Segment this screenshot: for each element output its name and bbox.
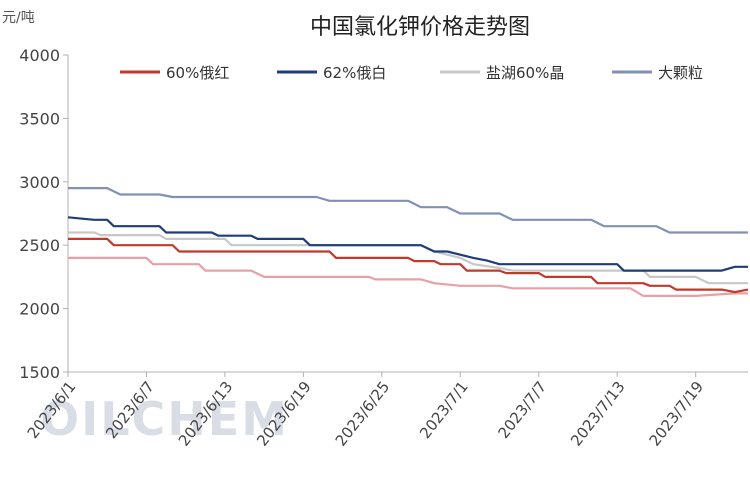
series-line-0 (68, 237, 749, 294)
legend-label: 大颗粒 (658, 64, 703, 82)
legend-label: 盐湖60%晶 (486, 64, 564, 82)
series-line-4 (68, 256, 748, 297)
chart-legend: 60%俄红 62%俄白 盐湖60%晶 大颗粒 (120, 64, 703, 82)
y-tick-label: 3500 (19, 109, 60, 128)
series-line-1 (67, 216, 748, 272)
legend-label: 60%俄红 (166, 64, 229, 82)
watermark-layer: OILCHEM (40, 392, 289, 446)
x-tick-label: 2023/7/1 (416, 378, 472, 442)
y-tick-label: 2000 (19, 300, 60, 319)
x-tick-label: 2023/7/7 (495, 378, 551, 442)
x-tick-label: 2023/7/13 (567, 378, 629, 450)
y-tick-label: 1500 (19, 363, 60, 382)
x-tick-label: 2023/7/19 (646, 378, 708, 450)
legend-label: 62%俄白 (323, 64, 386, 82)
series-line-3 (68, 187, 748, 234)
y-axis-unit-label: 元/吨 (2, 10, 35, 26)
series-layer (67, 187, 749, 297)
y-tick-label: 4000 (19, 46, 60, 65)
y-tick-label: 2500 (19, 236, 60, 255)
series-line-2 (68, 231, 748, 285)
watermark-text: OILCHEM (40, 392, 289, 446)
chart-title: 中国氯化钾价格走势图 (310, 15, 530, 40)
x-tick-label: 2023/6/25 (332, 378, 394, 450)
y-tick-label: 3000 (19, 173, 60, 192)
